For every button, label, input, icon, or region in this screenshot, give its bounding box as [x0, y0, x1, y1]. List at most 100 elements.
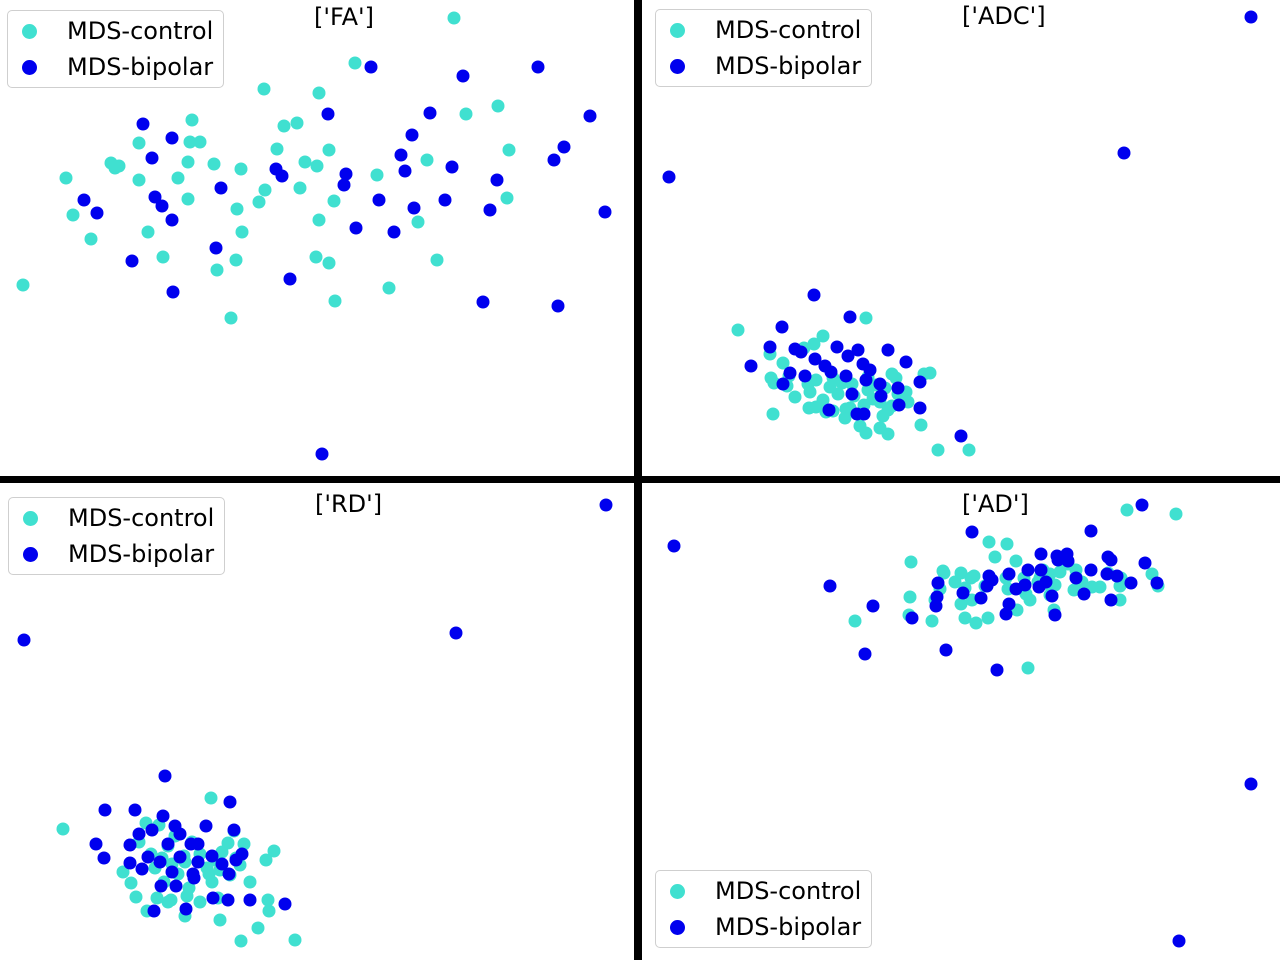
mds-bipolar-point	[337, 178, 351, 192]
mds-bipolar-point	[776, 377, 790, 391]
legend-item-control: MDS-control	[23, 500, 214, 536]
mds-control-point	[327, 194, 341, 208]
bipolar-marker	[670, 58, 685, 74]
mds-control-point	[108, 161, 122, 175]
legend-item-bipolar: MDS-bipolar	[22, 49, 213, 85]
mds-bipolar-point	[583, 109, 597, 123]
rd-panel: ['RD'] MDS-control MDS-bipolar	[0, 480, 640, 960]
mds-bipolar-point	[490, 173, 504, 187]
mds-bipolar-point	[123, 856, 137, 870]
mds-bipolar-point	[147, 904, 161, 918]
mds-bipolar-point	[394, 148, 408, 162]
mds-bipolar-point	[1021, 563, 1035, 577]
mds-control-point	[802, 401, 816, 415]
mds-control-point	[229, 253, 243, 267]
mds-bipolar-point	[179, 902, 193, 916]
mds-control-point	[816, 329, 830, 343]
mds-control-point	[411, 215, 425, 229]
mds-control-point	[16, 278, 30, 292]
ad-panel: ['AD'] MDS-control MDS-bipolar	[640, 480, 1280, 960]
mds-control-point	[213, 913, 227, 927]
rd-title: ['RD']	[315, 490, 383, 518]
mds-bipolar-point	[839, 369, 853, 383]
mds-bipolar-point	[929, 599, 943, 613]
mds-bipolar-point	[165, 213, 179, 227]
mds-control-point	[66, 208, 80, 222]
mds-bipolar-point	[90, 206, 104, 220]
mds-control-point	[193, 895, 207, 909]
mds-bipolar-point	[205, 849, 219, 863]
mds-bipolar-point	[161, 837, 175, 851]
mds-control-point	[776, 356, 790, 370]
mds-bipolar-point	[939, 643, 953, 657]
mds-bipolar-point	[1045, 589, 1059, 603]
mds-control-point	[183, 135, 197, 149]
mds-bipolar-point	[155, 199, 169, 213]
adc-panel: ['ADC'] MDS-control MDS-bipolar	[640, 0, 1280, 480]
mds-bipolar-point	[965, 525, 979, 539]
mds-bipolar-point	[913, 375, 927, 389]
mds-bipolar-point	[1002, 597, 1016, 611]
mds-control-point	[84, 232, 98, 246]
mds-control-point	[257, 82, 271, 96]
mds-control-point	[948, 575, 962, 589]
mds-control-point	[904, 555, 918, 569]
mds-bipolar-point	[1084, 524, 1098, 538]
mds-control-point	[962, 443, 976, 457]
mds-bipolar-point	[214, 181, 228, 195]
mds-bipolar-point	[407, 201, 421, 215]
mds-control-point	[1120, 503, 1134, 517]
mds-bipolar-point	[822, 403, 836, 417]
mds-control-point	[322, 256, 336, 270]
mds-control-point	[277, 119, 291, 133]
mds-control-point	[430, 253, 444, 267]
mds-bipolar-point	[1117, 146, 1131, 160]
mds-bipolar-point	[275, 169, 289, 183]
mds-control-point	[958, 611, 972, 625]
mds-control-point	[1009, 554, 1023, 568]
mds-bipolar-point	[954, 429, 968, 443]
mds-control-point	[459, 107, 473, 121]
mds-bipolar-point	[77, 193, 91, 207]
mds-bipolar-point	[1244, 10, 1258, 24]
legend-item-bipolar: MDS-bipolar	[670, 48, 861, 84]
control-marker	[670, 22, 685, 38]
mds-bipolar-point	[858, 647, 872, 661]
mds-bipolar-point	[891, 381, 905, 395]
mds-control-point	[848, 614, 862, 628]
mds-control-point	[237, 837, 251, 851]
mds-bipolar-point	[807, 288, 821, 302]
mds-bipolar-point	[999, 607, 1013, 621]
mds-control-point	[262, 904, 276, 918]
mds-bipolar-point	[221, 893, 235, 907]
mds-control-point	[312, 86, 326, 100]
mds-bipolar-point	[808, 352, 822, 366]
mds-control-point	[731, 323, 745, 337]
mds-bipolar-point	[1048, 608, 1062, 622]
mds-control-point	[261, 893, 275, 907]
mds-bipolar-point	[89, 837, 103, 851]
mds-bipolar-point	[483, 203, 497, 217]
mds-bipolar-point	[956, 586, 970, 600]
mds-control-point	[181, 192, 195, 206]
mds-bipolar-point	[199, 819, 213, 833]
mds-control-point	[857, 398, 871, 412]
mds-control-point	[171, 171, 185, 185]
mds-bipolar-point	[445, 160, 459, 174]
mds-bipolar-point	[187, 871, 201, 885]
mds-bipolar-point	[881, 343, 895, 357]
mds-control-point	[322, 143, 336, 157]
mds-bipolar-point	[423, 106, 437, 120]
legend-label-control: MDS-control	[715, 16, 862, 44]
mds-bipolar-point	[349, 221, 363, 235]
mds-control-point	[202, 867, 216, 881]
control-marker	[22, 23, 37, 39]
mds-bipolar-point	[222, 867, 236, 881]
mds-bipolar-point	[1061, 554, 1075, 568]
legend-item-bipolar: MDS-bipolar	[23, 536, 214, 572]
mds-control-point	[766, 407, 780, 421]
mds-bipolar-point	[1172, 934, 1186, 948]
mds-control-point	[132, 136, 146, 150]
mds-bipolar-point	[166, 285, 180, 299]
bipolar-marker	[670, 919, 685, 935]
